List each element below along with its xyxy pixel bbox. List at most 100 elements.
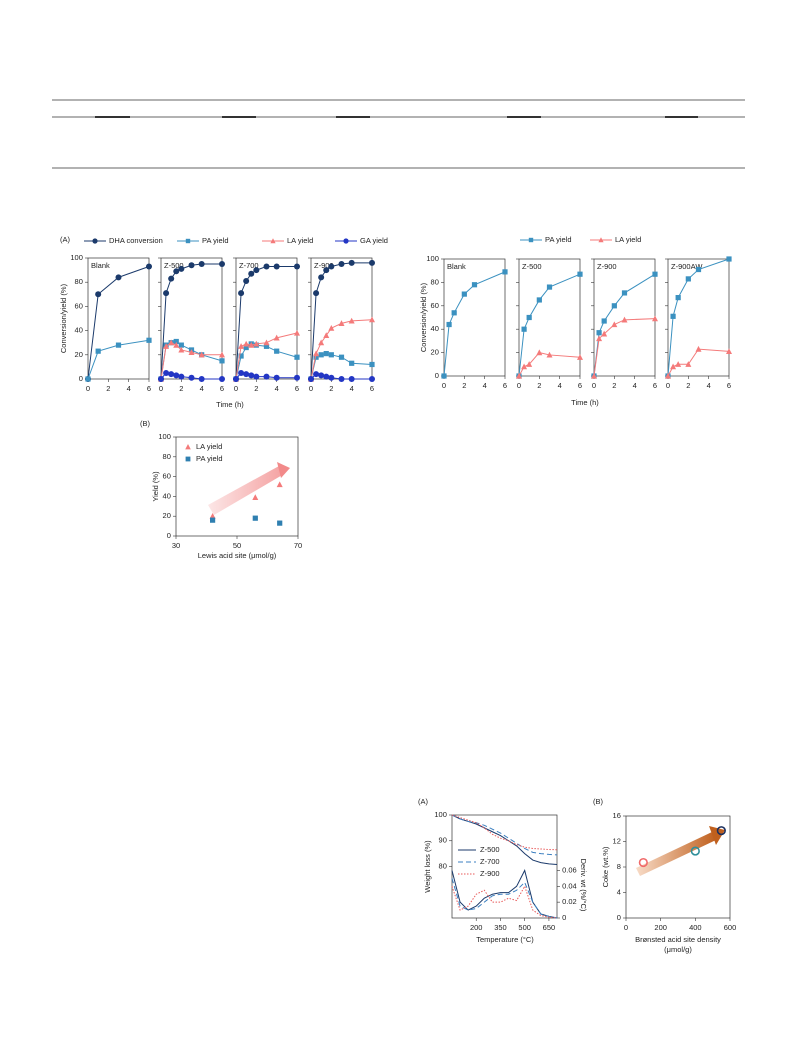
y-tick-label: 0.02 xyxy=(562,897,577,906)
marker xyxy=(263,339,270,346)
series-line xyxy=(310,319,373,380)
trend-arrow xyxy=(208,466,284,515)
marker xyxy=(252,515,258,521)
marker xyxy=(726,348,732,355)
marker xyxy=(210,517,216,523)
x-tick-label: 50 xyxy=(233,541,241,550)
marker xyxy=(528,237,534,243)
marker xyxy=(163,290,170,297)
marker xyxy=(546,284,553,290)
y-tick-label: 16 xyxy=(613,811,621,820)
marker xyxy=(198,376,205,382)
x-tick-label: 650 xyxy=(543,923,556,932)
panel-title: Blank xyxy=(91,261,110,270)
marker xyxy=(173,338,179,345)
plot-frame xyxy=(87,257,150,380)
marker xyxy=(198,351,205,358)
y-tick-label: 8 xyxy=(617,862,621,871)
marker xyxy=(313,290,320,297)
marker xyxy=(546,351,553,358)
y-tick-label: 60 xyxy=(163,472,171,481)
marker xyxy=(596,335,603,342)
legend-label: Z-500 xyxy=(480,845,500,854)
marker xyxy=(318,339,325,346)
x-tick-label: 4 xyxy=(558,381,562,390)
marker xyxy=(621,316,628,323)
marker xyxy=(263,373,270,380)
marker xyxy=(323,373,330,380)
series-line xyxy=(451,885,558,919)
x-tick-label: 30 xyxy=(172,541,180,550)
marker xyxy=(163,343,170,349)
marker xyxy=(238,343,245,349)
x-tick-label: 6 xyxy=(295,384,299,393)
series-line xyxy=(451,814,558,851)
marker xyxy=(318,372,325,379)
marker xyxy=(665,372,671,379)
series-line xyxy=(667,348,730,377)
marker xyxy=(146,337,152,343)
marker xyxy=(185,444,191,450)
x-tick-label: 2 xyxy=(537,381,541,390)
marker xyxy=(178,342,184,348)
marker xyxy=(185,456,191,462)
x-tick-label: 0 xyxy=(624,923,628,932)
marker xyxy=(536,297,542,303)
marker xyxy=(178,373,185,380)
panel-label: (B) xyxy=(593,797,604,806)
marker xyxy=(502,269,508,275)
marker xyxy=(276,481,283,488)
trend-arrow xyxy=(636,832,716,876)
plot-frame xyxy=(235,257,298,380)
marker xyxy=(461,291,467,297)
marker xyxy=(348,376,355,382)
marker xyxy=(163,369,170,376)
marker xyxy=(238,369,245,376)
y-tick-label: 80 xyxy=(439,861,447,870)
marker xyxy=(598,237,604,243)
y-tick-label: 0 xyxy=(617,913,621,922)
marker xyxy=(675,295,681,301)
x-tick-label: 4 xyxy=(707,381,711,390)
trend-arrow-head xyxy=(277,462,290,478)
x-tick-label: 0 xyxy=(309,384,313,393)
marker xyxy=(670,313,676,319)
marker xyxy=(516,372,522,379)
x-tick-label: 400 xyxy=(689,923,702,932)
marker xyxy=(471,282,478,288)
marker xyxy=(248,270,255,277)
panel-title: Z-500 xyxy=(164,261,184,270)
legend-label: PA yield xyxy=(196,454,223,463)
x-tick-label: 4 xyxy=(350,384,354,393)
y-tick-label: 0.04 xyxy=(562,881,577,890)
marker xyxy=(318,352,324,358)
y-tick-label: 40 xyxy=(75,326,83,335)
x-axis-label: Lewis acid site (μmol/g) xyxy=(198,551,277,560)
marker xyxy=(526,361,533,367)
panel-title: Z-900AW xyxy=(671,262,703,271)
plot-frame xyxy=(451,814,558,919)
y-tick-label: 40 xyxy=(163,491,171,500)
x-tick-label: 0 xyxy=(234,384,238,393)
series-line xyxy=(451,878,558,919)
legend-label: LA yield xyxy=(196,442,222,451)
marker xyxy=(243,344,249,351)
marker xyxy=(294,354,300,360)
marker xyxy=(95,291,102,298)
marker xyxy=(601,330,608,337)
marker xyxy=(92,238,98,244)
series-line xyxy=(593,318,656,377)
y-axis-label: Conversion/yield (%) xyxy=(59,283,68,353)
marker xyxy=(695,345,702,352)
x-tick-label: 0 xyxy=(442,381,446,390)
y-axis-label: Coke (wt.%) xyxy=(601,846,610,887)
y-tick-label: 0 xyxy=(435,371,439,380)
marker xyxy=(173,372,180,379)
marker xyxy=(243,277,250,284)
y-tick-label: 80 xyxy=(75,277,83,286)
legend-label: LA yield xyxy=(615,235,641,244)
legend-label: GA yield xyxy=(360,236,388,245)
series-line xyxy=(451,814,558,865)
marker xyxy=(369,361,375,368)
